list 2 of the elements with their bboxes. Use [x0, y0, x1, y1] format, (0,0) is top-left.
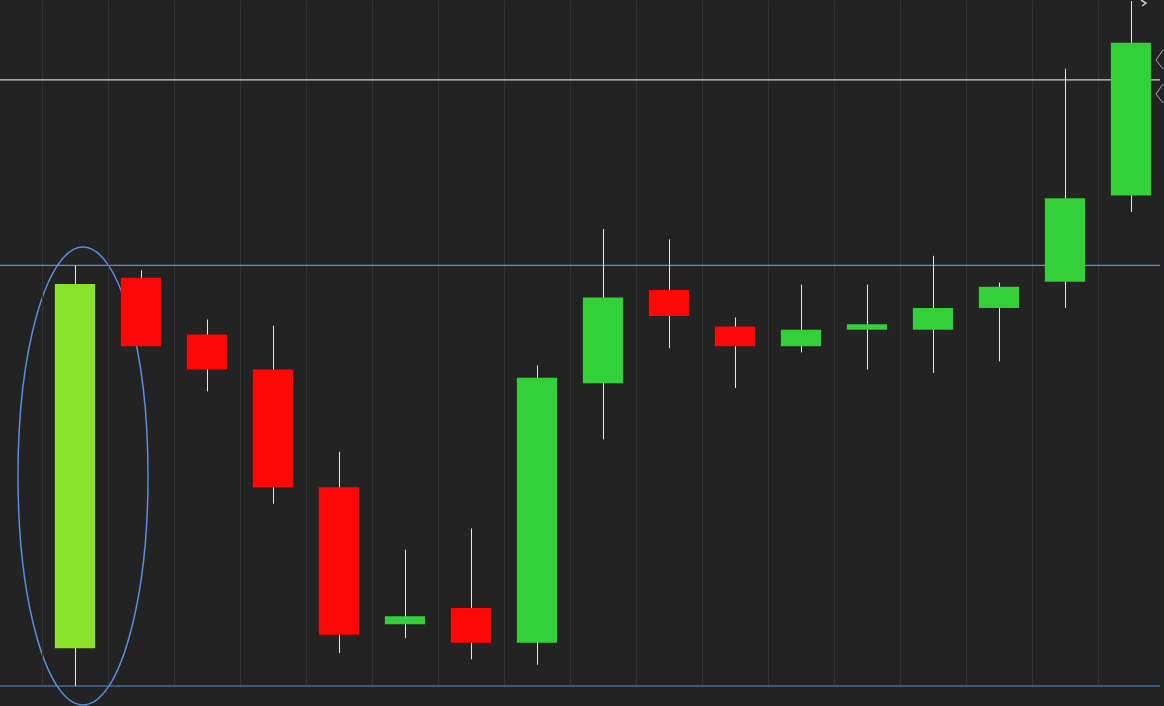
candlestick: [384, 549, 426, 639]
candlestick: [846, 284, 888, 371]
